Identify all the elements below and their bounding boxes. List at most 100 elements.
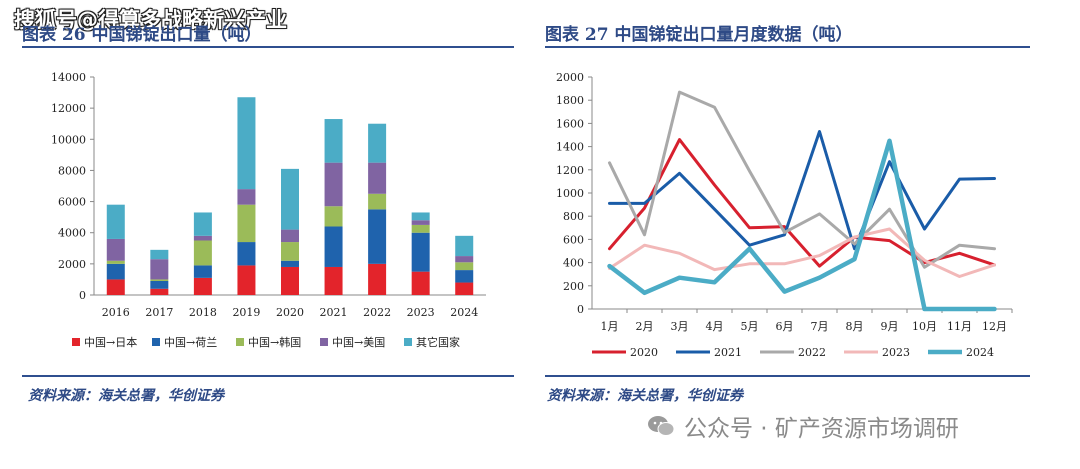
bar-segment [324,119,343,163]
right-source-rule [545,375,1030,377]
bar-segment [150,279,169,281]
bar-segment [281,168,299,230]
right-source: 资料来源：海关总署，华创证券 [547,388,743,404]
right-y-tick-label: 200 [563,280,584,293]
right-x-tick-label: 3月 [671,320,689,333]
bar-segment [281,242,299,261]
bar-segment [455,256,474,263]
left-x-tick-label: 2016 [102,306,130,319]
bar-segment [106,279,125,295]
left-source-rule [22,375,514,377]
series-line-2024 [607,138,997,312]
right-y-tick-label: 800 [563,210,584,223]
bar-segment [106,260,125,264]
left-y-tick-label: 2000 [58,258,86,271]
right-y-tick-label: 0 [577,303,584,316]
bar-segment [150,288,169,295]
bar-segment [411,212,430,221]
bar-segment [106,204,125,239]
left-chart-title: 图表 26 中国锑锭出口量（吨） [22,25,262,45]
right-x-tick-label: 10月 [912,320,937,333]
right-y-tick-label: 600 [563,233,584,246]
right-y-tick-label: 1200 [556,164,584,177]
right-y-tick-label: 1400 [556,141,584,154]
bar-segment [368,193,387,210]
legend-label: 中国→日本 [84,335,137,349]
bar-segment [324,226,343,267]
left-x-tick-label: 2018 [189,306,217,319]
legend-label: 2024 [966,346,994,359]
legend-swatch [320,338,328,346]
legend-swatch [236,338,244,346]
left-x-tick-label: 2022 [363,306,391,319]
bar-segment [368,209,387,264]
bar-segment [281,260,299,267]
series-line-2023 [608,227,996,278]
right-x-tick-label: 2月 [636,320,654,333]
bar-segment [106,263,125,280]
monthly-line-chart: 0 200 400 600 800 1000 1200 1400 1600 1800 2000 1月 2… [556,71,1013,359]
bar-segment [193,212,212,236]
series-line-2020 [608,138,996,268]
bar-segment [106,238,125,261]
left-y-tick-label: 6000 [58,196,86,209]
right-chart-title: 图表 27 中国锑锭出口量月度数据（吨） [545,25,853,45]
left-x-tick-label: 2017 [145,306,173,319]
bar-segment [368,162,387,194]
bar-segment [150,280,169,289]
bar-segment [455,235,474,257]
bar-segment [411,271,430,295]
bar-segment [237,204,256,243]
right-x-tick-label: 5月 [741,320,759,333]
series-line-2021 [608,130,996,251]
watermark-bottom: 公众号 · 矿产资源市场调研 [646,409,959,443]
left-y-tick-label: 0 [79,289,86,302]
legend-label: 中国→荷兰 [164,336,217,349]
bar-segment [455,262,474,271]
right-y-tick-label: 1000 [556,187,584,200]
bar-segment [193,235,212,241]
right-y-tick-label: 1800 [556,94,584,107]
left-x-tick-label: 2021 [320,306,348,319]
bar-segment [411,220,430,225]
right-x-tick-label: 8月 [846,320,864,333]
legend-label: 2022 [798,346,826,359]
legend-label: 中国→韩国 [248,335,301,349]
bar-segment [281,229,299,243]
legend-swatch [72,338,80,346]
legend-swatch [404,338,412,346]
right-x-tick-label: 7月 [811,320,829,333]
right-x-tick-label: 9月 [881,320,899,333]
legend-label: 其它国家 [416,335,460,349]
legend-label: 2021 [714,346,742,359]
watermark-bottom-text: 公众号 · 矿产资源市场调研 [684,416,959,442]
bar-segment [324,266,343,295]
right-y-tick-label: 2000 [556,71,584,84]
left-x-tick-label: 2023 [407,306,435,319]
left-y-tick-label: 10000 [51,133,86,146]
bar-segment [193,265,212,278]
left-y-tick-label: 8000 [58,164,86,177]
legend-label: 中国→美国 [332,336,385,349]
left-source: 资料来源：海关总署，华创证券 [28,388,224,404]
left-y-tick-label: 4000 [58,227,86,240]
bar-segment [368,263,387,295]
bar-segment [237,189,256,205]
right-x-tick-label: 1月 [601,320,619,333]
left-x-tick-label: 2020 [276,306,304,319]
left-x-tick-label: 2019 [232,306,260,319]
bar-segment [455,270,474,283]
bar-segment [455,282,474,295]
bar-segment [237,242,256,266]
legend-swatch [152,338,160,346]
right-x-tick-label: 12月 [982,320,1007,333]
bar-segment [193,240,212,266]
bar-segment [237,97,256,190]
left-title-rule [22,46,514,48]
bar-segment [324,162,343,207]
right-x-tick-label: 11月 [947,320,972,333]
bar-segment [411,232,430,272]
bar-segment [411,224,430,233]
bar-segment [193,277,212,295]
bar-segment [237,265,256,295]
